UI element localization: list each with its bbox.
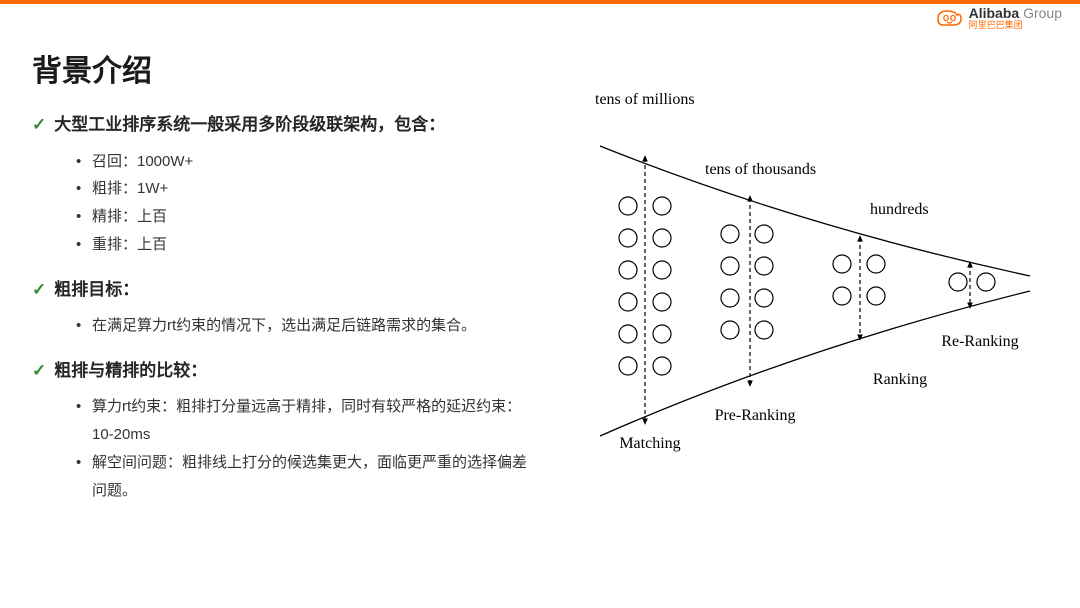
item-circle xyxy=(619,261,637,279)
circles-group xyxy=(619,197,995,375)
item-circle xyxy=(833,287,851,305)
check-icon: ✓ xyxy=(32,112,46,138)
list-item: 精排：上百 xyxy=(76,203,532,231)
item-circle xyxy=(721,257,739,275)
item-circle xyxy=(755,289,773,307)
item-circle xyxy=(653,293,671,311)
list-item: 在满足算力rt约束的情况下，选出满足后链路需求的集合。 xyxy=(76,312,532,340)
top-accent-bar xyxy=(0,0,1080,4)
label-bottom-3: Re-Ranking xyxy=(941,333,1018,350)
section-2: ✓ 粗排与精排的比较： 算力rt约束：粗排打分量远高于精排，同时有较严格的延迟约束… xyxy=(32,358,532,505)
check-icon: ✓ xyxy=(32,358,46,384)
label-bottom-2: Ranking xyxy=(873,371,927,388)
item-circle xyxy=(867,287,885,305)
item-circle xyxy=(867,255,885,273)
funnel-bottom-curve xyxy=(600,291,1030,436)
list-item: 粗排：1W+ xyxy=(76,175,532,203)
item-circle xyxy=(977,273,995,291)
section-head: 粗排目标： xyxy=(54,277,139,303)
item-circle xyxy=(619,357,637,375)
item-circle xyxy=(721,289,739,307)
item-circle xyxy=(619,293,637,311)
label-top-0: tens of millions xyxy=(595,91,695,108)
content-column: ✓ 大型工业排序系统一般采用多阶段级联架构，包含： 召回：1000W+ 粗排：1W… xyxy=(32,112,532,522)
item-circle xyxy=(619,197,637,215)
brand-logo: Alibaba Group 阿里巴巴集团 xyxy=(935,6,1062,30)
item-circle xyxy=(721,321,739,339)
brand-sub: 阿里巴巴集团 xyxy=(969,21,1062,30)
item-circle xyxy=(755,257,773,275)
item-circle xyxy=(721,225,739,243)
item-circle xyxy=(833,255,851,273)
list-item: 召回：1000W+ xyxy=(76,148,532,176)
item-circle xyxy=(653,357,671,375)
section-0: ✓ 大型工业排序系统一般采用多阶段级联架构，包含： 召回：1000W+ 粗排：1W… xyxy=(32,112,532,259)
section-head: 粗排与精排的比较： xyxy=(54,358,207,384)
label-top-1: tens of thousands xyxy=(705,161,816,178)
item-circle xyxy=(653,261,671,279)
list-item: 算力rt约束：粗排打分量远高于精排，同时有较严格的延迟约束：10-20ms xyxy=(76,393,532,449)
item-circle xyxy=(619,229,637,247)
section-head: 大型工业排序系统一般采用多阶段级联架构，包含： xyxy=(54,112,445,138)
item-circle xyxy=(755,225,773,243)
item-circle xyxy=(755,321,773,339)
label-bottom-0: Matching xyxy=(619,435,680,452)
page-title: 背景介绍 xyxy=(32,46,152,90)
item-circle xyxy=(619,325,637,343)
check-icon: ✓ xyxy=(32,277,46,303)
item-circle xyxy=(653,229,671,247)
item-circle xyxy=(949,273,967,291)
section-1: ✓ 粗排目标： 在满足算力rt约束的情况下，选出满足后链路需求的集合。 xyxy=(32,277,532,340)
brand-name: Alibaba xyxy=(969,5,1020,21)
label-bottom-1: Pre-Ranking xyxy=(715,407,796,424)
logo-text: Alibaba Group 阿里巴巴集团 xyxy=(969,6,1062,30)
list-item: 重排：上百 xyxy=(76,231,532,259)
item-circle xyxy=(653,325,671,343)
funnel-diagram: tens of millions tens of thousands hundr… xyxy=(560,86,1070,486)
label-top-2: hundreds xyxy=(870,201,929,218)
logo-mark-icon xyxy=(935,7,963,29)
item-circle xyxy=(653,197,671,215)
brand-group: Group xyxy=(1023,5,1062,21)
list-item: 解空间问题：粗排线上打分的候选集更大，面临更严重的选择偏差问题。 xyxy=(76,449,532,505)
